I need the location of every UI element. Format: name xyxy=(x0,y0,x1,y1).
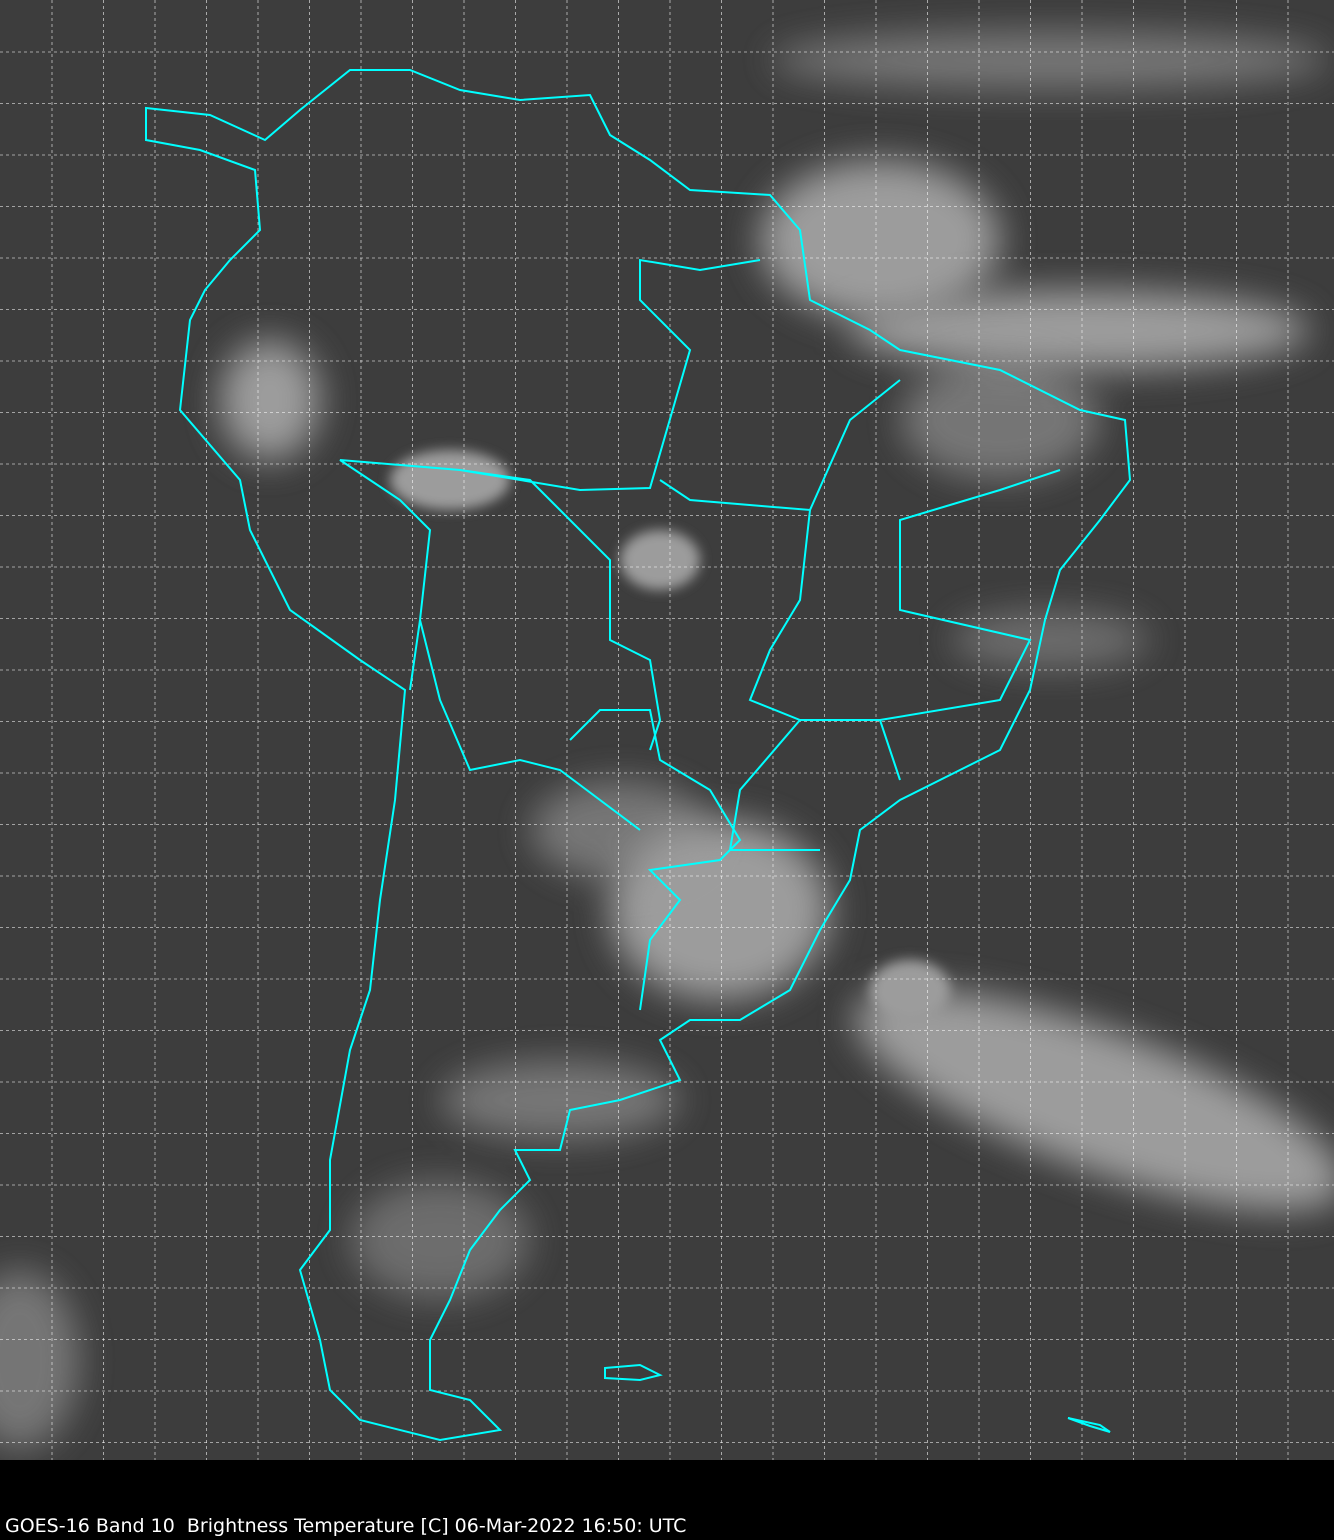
falkland-islands xyxy=(604,1363,663,1382)
image-caption: GOES-16 Band 10 Brightness Temperature [… xyxy=(5,1515,687,1537)
country-borders xyxy=(145,69,1132,1442)
satellite-map xyxy=(0,0,1334,1460)
south-georgia xyxy=(1067,1417,1111,1433)
internal-borders xyxy=(339,258,1061,1011)
cloud-layer xyxy=(0,30,1334,1450)
imagery-background xyxy=(0,0,1334,1460)
lat-lon-grid xyxy=(0,0,1334,1460)
south-america-coastline xyxy=(145,69,1132,1442)
caption-bar xyxy=(0,1460,1334,1540)
